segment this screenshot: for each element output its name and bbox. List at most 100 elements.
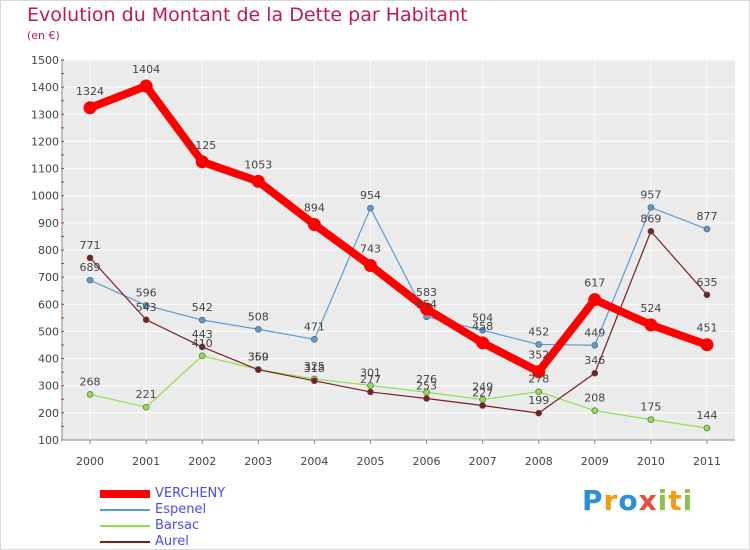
data-label-vercheny: 352 bbox=[528, 349, 549, 362]
data-label-espenel: 542 bbox=[192, 301, 213, 314]
data-label-vercheny: 1053 bbox=[244, 158, 272, 171]
y-tick-label: 100 bbox=[38, 434, 59, 447]
data-point-espenel bbox=[703, 225, 711, 233]
data-point-aurel bbox=[254, 366, 262, 374]
data-point-barsac bbox=[591, 407, 599, 414]
series-line-vercheny bbox=[88, 82, 709, 376]
data-point-vercheny bbox=[139, 79, 153, 93]
data-label-barsac: 175 bbox=[640, 401, 661, 414]
data-label-barsac: 325 bbox=[304, 360, 325, 373]
logo-letter: P bbox=[582, 484, 604, 517]
data-point-barsac bbox=[367, 382, 374, 389]
x-tick-label: 2007 bbox=[469, 455, 497, 468]
chart-title: Evolution du Montant de la Dette par Hab… bbox=[27, 4, 468, 26]
y-tick-label: 700 bbox=[38, 271, 59, 284]
data-point-vercheny bbox=[251, 174, 265, 188]
data-label-espenel: 508 bbox=[248, 310, 269, 323]
y-tick-label: 1100 bbox=[31, 163, 59, 176]
data-point-barsac bbox=[142, 403, 150, 411]
data-point-vercheny bbox=[83, 101, 97, 115]
y-tick-label: 1400 bbox=[31, 81, 59, 94]
data-point-espenel bbox=[142, 302, 150, 309]
data-label-barsac: 410 bbox=[192, 337, 213, 350]
data-label-barsac: 360 bbox=[248, 350, 269, 363]
data-point-aurel bbox=[311, 377, 318, 385]
data-label-aurel: 277 bbox=[360, 373, 381, 386]
data-label-espenel: 504 bbox=[472, 311, 493, 324]
y-tick-label: 1200 bbox=[31, 135, 59, 148]
data-point-espenel bbox=[86, 276, 94, 284]
legend-label: VERCHENY bbox=[155, 486, 226, 501]
data-label-vercheny: 1125 bbox=[188, 139, 216, 152]
data-label-espenel: 554 bbox=[416, 298, 437, 311]
data-point-aurel bbox=[142, 316, 150, 324]
legend-swatch bbox=[100, 541, 150, 543]
data-label-espenel: 957 bbox=[640, 188, 661, 201]
data-point-espenel bbox=[479, 327, 486, 334]
data-point-barsac bbox=[647, 416, 655, 423]
data-point-barsac bbox=[535, 388, 543, 395]
y-tick-label: 200 bbox=[38, 407, 59, 420]
data-label-barsac: 276 bbox=[416, 373, 437, 386]
chart-unit: (en €) bbox=[27, 29, 60, 42]
data-point-aurel bbox=[86, 254, 94, 262]
legend-label: Espenel bbox=[155, 502, 207, 517]
data-point-aurel bbox=[479, 402, 486, 409]
data-label-barsac: 208 bbox=[584, 392, 605, 405]
data-label-aurel: 253 bbox=[416, 379, 437, 392]
data-label-aurel: 318 bbox=[304, 362, 325, 375]
logo-letter: i bbox=[682, 484, 694, 517]
data-point-aurel bbox=[423, 395, 430, 402]
x-tick-label: 2001 bbox=[132, 455, 160, 468]
data-point-espenel bbox=[311, 335, 318, 343]
data-label-vercheny: 583 bbox=[416, 286, 437, 299]
data-label-aurel: 359 bbox=[248, 351, 269, 364]
y-tick-label: 500 bbox=[38, 325, 59, 338]
data-point-espenel bbox=[535, 341, 543, 348]
data-point-aurel bbox=[367, 388, 374, 396]
legend-swatch bbox=[100, 509, 150, 511]
data-label-barsac: 278 bbox=[528, 373, 549, 386]
data-point-vercheny bbox=[307, 217, 321, 231]
data-label-espenel: 954 bbox=[360, 189, 381, 202]
y-tick-label: 300 bbox=[38, 380, 59, 393]
data-point-aurel bbox=[591, 369, 599, 377]
x-tick-label: 2009 bbox=[581, 455, 609, 468]
y-tick-label: 1300 bbox=[31, 108, 59, 121]
series-line-aurel bbox=[89, 230, 708, 414]
data-point-vercheny bbox=[476, 336, 490, 350]
data-label-espenel: 449 bbox=[584, 326, 605, 339]
x-tick-label: 2003 bbox=[244, 455, 272, 468]
data-label-aurel: 443 bbox=[192, 328, 213, 341]
data-point-espenel bbox=[254, 325, 262, 333]
data-label-aurel: 771 bbox=[80, 239, 101, 252]
data-label-espenel: 596 bbox=[136, 286, 157, 299]
data-point-espenel bbox=[198, 316, 206, 324]
data-point-vercheny bbox=[195, 155, 209, 169]
data-label-barsac: 249 bbox=[472, 381, 493, 394]
data-point-vercheny bbox=[644, 318, 658, 332]
data-point-vercheny bbox=[700, 338, 714, 352]
data-point-vercheny bbox=[588, 293, 602, 307]
y-tick-label: 900 bbox=[38, 217, 59, 230]
data-label-vercheny: 894 bbox=[304, 201, 325, 214]
data-label-vercheny: 524 bbox=[640, 302, 661, 315]
data-point-vercheny bbox=[532, 365, 546, 379]
data-label-barsac: 268 bbox=[80, 375, 101, 388]
data-point-barsac bbox=[703, 424, 711, 432]
data-label-vercheny: 743 bbox=[360, 242, 381, 255]
x-tick-label: 2011 bbox=[693, 455, 721, 468]
legend-swatch bbox=[100, 525, 150, 527]
y-tick-label: 400 bbox=[38, 353, 59, 366]
data-label-vercheny: 1324 bbox=[76, 85, 104, 98]
data-label-vercheny: 451 bbox=[696, 322, 717, 335]
data-point-aurel bbox=[703, 291, 711, 299]
data-label-aurel: 543 bbox=[136, 301, 157, 314]
data-label-espenel: 471 bbox=[304, 320, 325, 333]
legend-label: Aurel bbox=[155, 534, 189, 549]
data-label-aurel: 199 bbox=[528, 394, 549, 407]
y-tick-label: 800 bbox=[38, 244, 59, 257]
data-label-aurel: 346 bbox=[584, 354, 605, 367]
logo-letter: o bbox=[618, 484, 639, 517]
